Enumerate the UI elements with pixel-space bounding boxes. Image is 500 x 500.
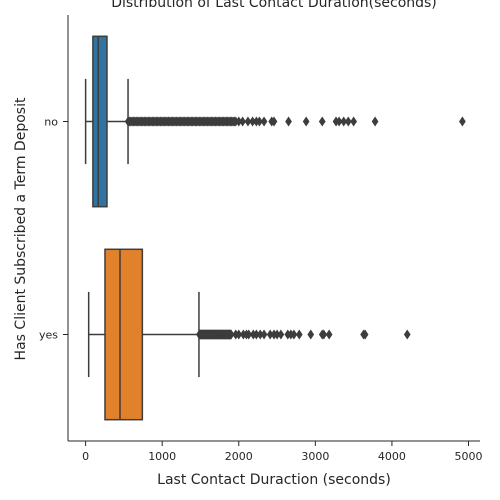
x-tick-label: 5000: [455, 450, 483, 463]
outlier-point: [459, 116, 466, 127]
outlier-point: [318, 116, 326, 127]
box-yes: [87, 248, 411, 421]
iqr-box: [92, 35, 108, 208]
x-tick-label: 3000: [301, 450, 329, 463]
x-tick-label: 0: [82, 450, 89, 463]
outlier-point: [244, 116, 252, 127]
x-tick-label: 1000: [148, 450, 176, 463]
x-tick-label: 4000: [378, 450, 406, 463]
outlier-point: [320, 329, 328, 340]
outlier-point: [270, 116, 278, 127]
outlier-point: [371, 116, 379, 127]
outlier-point: [307, 329, 315, 340]
box-no: [84, 35, 466, 208]
chart-title: Distribution of Last Contact Duration(se…: [111, 0, 437, 11]
y-axis-label: Has Client Subscribed a Term Deposit: [13, 97, 29, 360]
outlier-point: [361, 329, 369, 340]
outlier-point: [403, 329, 411, 340]
outlier-point: [344, 116, 352, 127]
outlier-point: [260, 329, 268, 340]
outlier-point: [256, 116, 263, 127]
outlier-point: [245, 329, 253, 340]
x-tick-label: 2000: [225, 450, 253, 463]
outlier-point: [302, 116, 310, 127]
outlier-point: [335, 116, 343, 127]
y-tick-label: no: [44, 116, 58, 129]
outlier-point: [295, 329, 303, 340]
outlier-point: [340, 116, 348, 127]
y-tick-label: yes: [39, 329, 58, 342]
outlier-point: [235, 329, 243, 340]
outlier-point: [285, 116, 292, 127]
outlier-point: [277, 329, 285, 340]
outlier-point: [260, 116, 268, 127]
outlier-point: [325, 329, 333, 340]
x-axis-label: Last Contact Duraction (seconds): [157, 472, 391, 488]
outlier-point: [227, 329, 235, 340]
outlier-point: [290, 329, 298, 340]
outlier-point: [350, 116, 358, 127]
plot-area: no yes 0 1000 2000 3000 4000 5000: [39, 15, 483, 463]
outlier-point: [239, 116, 246, 127]
iqr-box: [104, 248, 144, 421]
